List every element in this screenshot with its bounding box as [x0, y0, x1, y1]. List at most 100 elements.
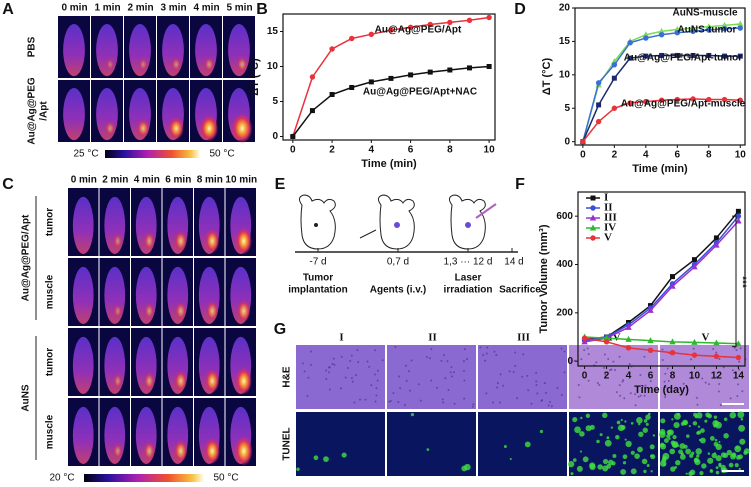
- hot-spot: [231, 113, 253, 144]
- mouse-body: [63, 88, 85, 141]
- nucleus: [695, 396, 698, 399]
- colorbar: [84, 474, 204, 482]
- tunel-signal: [597, 464, 603, 470]
- tunel-signal: [701, 463, 707, 469]
- data-point: [647, 347, 654, 353]
- tunel-signal: [683, 444, 688, 449]
- data-point: [737, 97, 743, 103]
- tunel-signal: [580, 416, 583, 420]
- tunel-signal: [679, 454, 686, 460]
- hot-spot: [106, 58, 115, 71]
- tunel-signal: [646, 464, 650, 467]
- nucleus: [598, 384, 601, 387]
- tunel-signal: [323, 456, 329, 463]
- x-tick-label: 10: [484, 145, 496, 156]
- data-point: [674, 52, 680, 58]
- column-header: 0 min: [71, 175, 97, 186]
- data-point: [691, 257, 697, 263]
- plot-frame: [574, 7, 746, 146]
- column-header: 2 min: [127, 3, 153, 14]
- row-label: muscle: [45, 414, 56, 449]
- tunel-signal: [734, 463, 739, 468]
- step-label: Agents (i.v.): [370, 285, 426, 296]
- nucleus: [637, 395, 640, 398]
- nucleus: [530, 402, 533, 405]
- legend-label: I: [604, 192, 608, 204]
- row-label: /Apt: [39, 101, 50, 121]
- nucleus: [580, 358, 583, 361]
- nucleus: [664, 386, 667, 389]
- tunel-signal: [685, 434, 690, 438]
- nucleus: [389, 400, 392, 403]
- tunel-image: [387, 412, 476, 476]
- tunel-signal: [524, 441, 531, 448]
- y-tick-label: 10: [267, 61, 279, 72]
- hot-spot: [204, 438, 221, 464]
- hot-spot: [113, 233, 123, 249]
- tunel-signal: [744, 448, 750, 454]
- tunel-signal: [670, 466, 676, 472]
- nucleus: [685, 385, 688, 388]
- tunel-signal: [461, 465, 468, 472]
- nucleus: [578, 396, 581, 399]
- he-image: [387, 345, 476, 409]
- nucleus: [628, 363, 631, 366]
- hot-spot: [113, 373, 123, 389]
- hot-spot: [171, 57, 181, 72]
- tunel-signal: [645, 414, 651, 420]
- mouse-body: [72, 196, 94, 254]
- data-point: [580, 138, 586, 145]
- x-tick-label: 10: [689, 371, 701, 382]
- nucleus: [403, 404, 406, 407]
- data-point: [407, 24, 414, 30]
- nucleus: [717, 390, 720, 393]
- tunel-signal: [694, 414, 699, 419]
- colorbar-min: 20 °C: [49, 473, 74, 484]
- tunel-signal: [567, 460, 575, 468]
- nucleus: [331, 363, 334, 366]
- hot-spot: [138, 57, 148, 71]
- x-tick-label: 2: [604, 371, 610, 382]
- nucleus: [586, 347, 589, 350]
- data-point: [447, 67, 453, 73]
- hot-spot: [168, 117, 184, 140]
- step-label: implantation: [288, 285, 347, 296]
- hot-spot: [235, 436, 253, 466]
- tunel-signal: [730, 453, 736, 460]
- tunel-signal: [612, 454, 617, 458]
- data-point: [705, 23, 712, 30]
- hot-spot: [205, 229, 220, 253]
- data-point: [706, 27, 712, 33]
- tunel-signal: [620, 425, 626, 430]
- tunel-signal: [668, 437, 671, 440]
- tunel-signal: [673, 421, 680, 429]
- nucleus: [462, 360, 465, 363]
- nucleus: [502, 384, 505, 387]
- nucleus: [622, 379, 625, 382]
- timepoint: -7 d: [309, 257, 326, 268]
- tunel-signal: [676, 444, 680, 448]
- nucleus: [303, 370, 306, 373]
- nucleus: [498, 401, 501, 404]
- colorbar: [105, 150, 200, 158]
- nucleus: [543, 382, 546, 385]
- nucleus: [442, 354, 445, 357]
- tunel-signal: [737, 411, 745, 419]
- hot-spot: [174, 439, 188, 463]
- tunel-signal: [638, 431, 644, 437]
- nucleus: [682, 382, 685, 385]
- data-point: [713, 241, 720, 248]
- nucleus: [737, 383, 740, 386]
- nucleus: [447, 388, 450, 391]
- data-point: [625, 345, 632, 351]
- significance-bracket: [732, 215, 737, 348]
- tunel-signal: [622, 461, 627, 465]
- nucleus: [409, 389, 412, 392]
- series-line: [584, 220, 739, 343]
- panel-label: E: [275, 176, 286, 193]
- data-point: [674, 96, 681, 103]
- data-point: [466, 17, 473, 23]
- nucleus: [618, 355, 621, 358]
- data-point: [388, 75, 394, 81]
- series-line: [584, 215, 739, 342]
